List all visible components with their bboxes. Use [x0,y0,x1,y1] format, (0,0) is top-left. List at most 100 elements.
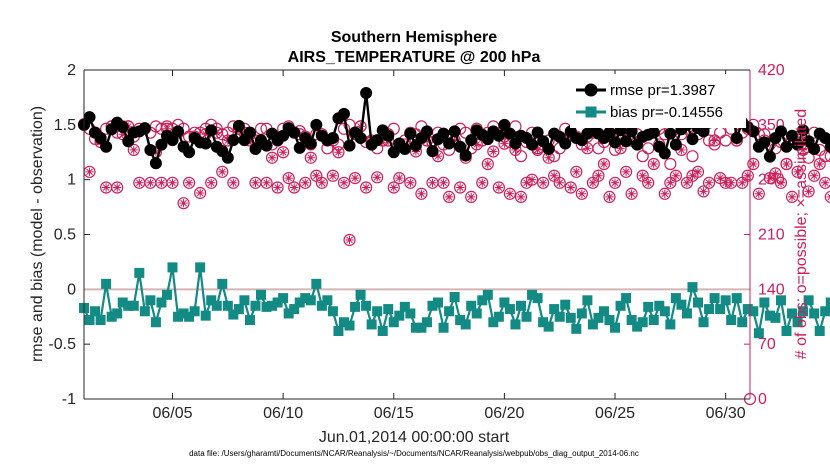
obs-assimilated-point [415,187,428,200]
bias-point [504,304,515,315]
bias-point [665,319,676,330]
obs-assimilated-point [570,165,583,178]
obs-assimilated-point [736,176,749,189]
bias-point [742,304,753,315]
obs-assimilated-ring [592,169,605,182]
bias-point [775,295,786,306]
bias-point [527,289,538,300]
obs-assimilated-point [780,157,793,171]
rmse-point [149,157,162,170]
obs-assimilated-cross [85,167,94,177]
obs-assimilated-ring [299,176,312,189]
obs-assimilated-ring [752,187,765,200]
obs-assimilated-ring [564,181,577,194]
obs-assimilated-cross [345,235,354,245]
bias-point [388,317,399,328]
obs-assimilated-cross [118,130,127,139]
bias-point [637,317,648,328]
obs-assimilated-cross [516,192,526,202]
bias-point [433,297,444,308]
obs-assimilated-cross [555,178,564,187]
obs-assimilated-point [514,190,528,203]
bias-point [770,312,781,323]
obs-assimilated-cross [677,145,686,155]
rmse-point [669,138,682,151]
obs-assimilated-cross [726,178,736,187]
bias-point [499,297,510,308]
obs-assimilated-ring [476,176,489,189]
obs-assimilated-cross [356,122,365,131]
rmse-point [249,142,262,155]
obs-assimilated-ring [337,176,351,189]
bias-point [482,289,493,300]
obs-assimilated-cross [422,136,432,145]
rmse-point [387,146,400,159]
obs-assimilated-ring [265,151,279,164]
obs-assimilated-cross [666,178,675,187]
obs-assimilated-cross [572,167,581,177]
obs-assimilated-cross [129,145,138,155]
bias-point [399,301,410,312]
bias-point [455,315,466,326]
series-bias [79,262,830,339]
obs-assimilated-point [492,181,505,194]
series-obs-assimilated [77,118,830,247]
obs-assimilated-point [658,187,671,200]
obs-assimilated-cross [594,171,603,180]
bias-point [350,301,361,312]
obs-assimilated-cross [544,153,553,162]
bias-point [300,293,311,304]
rmse-point [288,126,301,139]
bias-point [344,320,355,331]
bias-point [781,326,792,337]
y-tick-label: 1.5 [54,117,76,134]
obs-assimilated-cross [212,128,221,137]
bias-point [311,278,322,289]
bias-point [267,300,278,311]
obs-assimilated-cross [195,188,205,198]
obs-assimilated-point [337,176,351,189]
obs-assimilated-cross [798,145,808,155]
obs-assimilated-ring [575,187,588,200]
obs-assimilated-cross [616,144,625,153]
obs-assimilated-ring [570,165,583,178]
bias-point [687,282,698,293]
rmse-point [697,125,710,138]
obs-assimilated-cross [522,178,531,187]
obs-assimilated-point [819,176,830,189]
obs-assimilated-cross [821,178,830,187]
rmse-point [808,142,821,155]
bias-point [587,319,598,330]
bias-point [134,267,145,278]
rmse-point [310,118,323,131]
y-tick-label: 2 [67,62,76,79]
bias-point [101,278,112,289]
rmse-point [293,141,306,154]
obs-assimilated-ring [813,157,826,171]
rmse-point [183,146,196,159]
obs-assimilated-cross [168,178,177,187]
bias-point [333,326,344,337]
bias-point [726,315,737,326]
obs-assimilated-ring [127,143,140,156]
obs-assimilated-ring [371,171,384,184]
obs-assimilated-cross [467,192,476,202]
obs-assimilated-cross [688,171,697,180]
obs-assimilated-cross [505,189,515,198]
obs-assimilated-point [575,187,588,200]
data-file-footnote: data file: /Users/gharamti/Documents/NCA… [189,449,639,458]
obs-assimilated-ring [514,190,528,203]
obs-assimilated-point [442,190,456,203]
bias-point [150,317,161,328]
rmse-point [526,138,539,151]
rmse-point [221,151,234,164]
rmse-point [420,125,433,138]
obs-assimilated-ring [442,190,456,203]
obs-assimilated-point [205,176,218,189]
rmse-point [492,129,505,142]
bias-point [145,295,156,306]
bias-point [759,297,770,308]
obs-assimilated-cross [262,178,271,187]
obs-assimilated-cross [583,144,592,153]
bias-point [117,297,128,308]
